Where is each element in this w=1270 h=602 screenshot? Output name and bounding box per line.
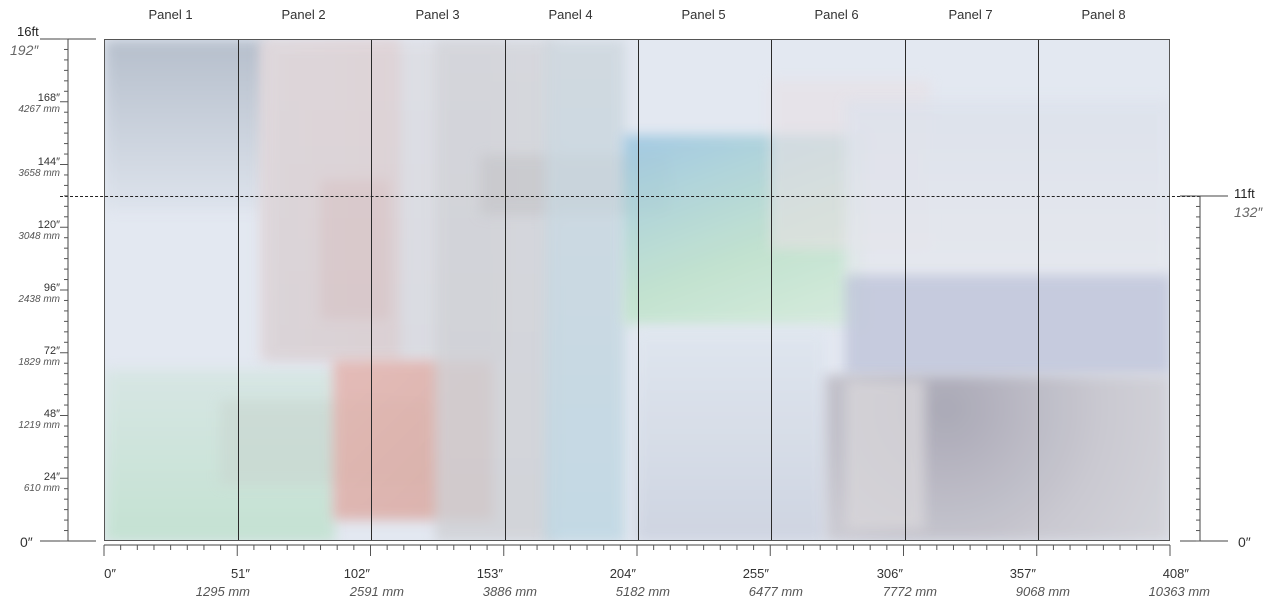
left-axis-label: 168″ 4267 mm — [18, 92, 60, 116]
wall-height-line — [60, 196, 1200, 197]
bottom-axis-label: 306″ — [876, 566, 903, 581]
left-minor-ticks — [60, 38, 68, 542]
mural-shape — [845, 275, 1169, 375]
left-axis-label: 96″ 2438 mm — [18, 282, 60, 306]
right-axis-zero: 0″ — [1238, 534, 1251, 550]
bottom-axis-label: 357″ — [1009, 566, 1036, 581]
bottom-axis-mm: 3886 mm — [482, 584, 537, 599]
bottom-axis-label: 0″ — [104, 566, 116, 581]
bottom-axis-mm: 6477 mm — [748, 584, 803, 599]
bottom-axis-mm: 7772 mm — [882, 584, 937, 599]
left-axis-top-in: 192″ — [10, 42, 39, 58]
right-minor-ticks — [1196, 195, 1200, 542]
panel-label-7: Panel 7 — [948, 7, 993, 22]
panel-label-4: Panel 4 — [548, 7, 593, 22]
bottom-axis-label: 408″ — [1162, 566, 1189, 581]
bottom-axis-mm: 1295 mm — [195, 584, 250, 599]
bottom-axis-label: 51″ — [230, 566, 250, 581]
left-axis-label: 144″ 3658 mm — [18, 156, 60, 180]
panel-divider — [638, 40, 639, 540]
panel-divider — [371, 40, 372, 540]
mural-shape — [435, 40, 555, 540]
bottom-axis-mm: 10363 mm — [1148, 584, 1210, 599]
left-axis-label: 48″ 1219 mm — [18, 408, 60, 432]
left-axis-zero: 0″ — [20, 534, 33, 550]
right-axis-top-ft: 11ft — [1234, 186, 1255, 201]
panel-divider — [238, 40, 239, 540]
panel-divider — [505, 40, 506, 540]
left-axis-label: 24″ 610 mm — [23, 471, 60, 495]
mural-shape — [845, 100, 1169, 280]
bottom-axis-mm: 9068 mm — [1015, 584, 1070, 599]
panel-divider — [771, 40, 772, 540]
right-axis-top-in: 132″ — [1234, 204, 1263, 220]
panel-label-5: Panel 5 — [681, 7, 726, 22]
panel-label-3: Panel 3 — [415, 7, 460, 22]
mural-shape — [545, 40, 625, 540]
bottom-axis-label: 255″ — [742, 566, 769, 581]
left-axis-top-ft: 16ft — [17, 24, 39, 39]
panel-divider — [905, 40, 906, 540]
bottom-axis-mm: 5182 mm — [615, 584, 670, 599]
bottom-axis-label: 204″ — [609, 566, 636, 581]
mural-shape — [845, 380, 925, 530]
bottom-axis-label: 153″ — [476, 566, 503, 581]
panel-label-1: Panel 1 — [148, 7, 193, 22]
wall-mural-preview — [104, 39, 1170, 541]
mural-shape — [635, 330, 825, 540]
panel-divider — [1038, 40, 1039, 540]
panel-label-8: Panel 8 — [1081, 7, 1126, 22]
bottom-axis-label: 102″ — [343, 566, 370, 581]
bottom-minor-ticks — [103, 545, 1171, 556]
left-axis-label: 72″ 1829 mm — [18, 345, 60, 369]
left-axis-label: 120″ 3048 mm — [18, 219, 60, 243]
bottom-axis-mm: 2591 mm — [349, 584, 404, 599]
panel-label-6: Panel 6 — [814, 7, 859, 22]
panel-label-2: Panel 2 — [281, 7, 326, 22]
